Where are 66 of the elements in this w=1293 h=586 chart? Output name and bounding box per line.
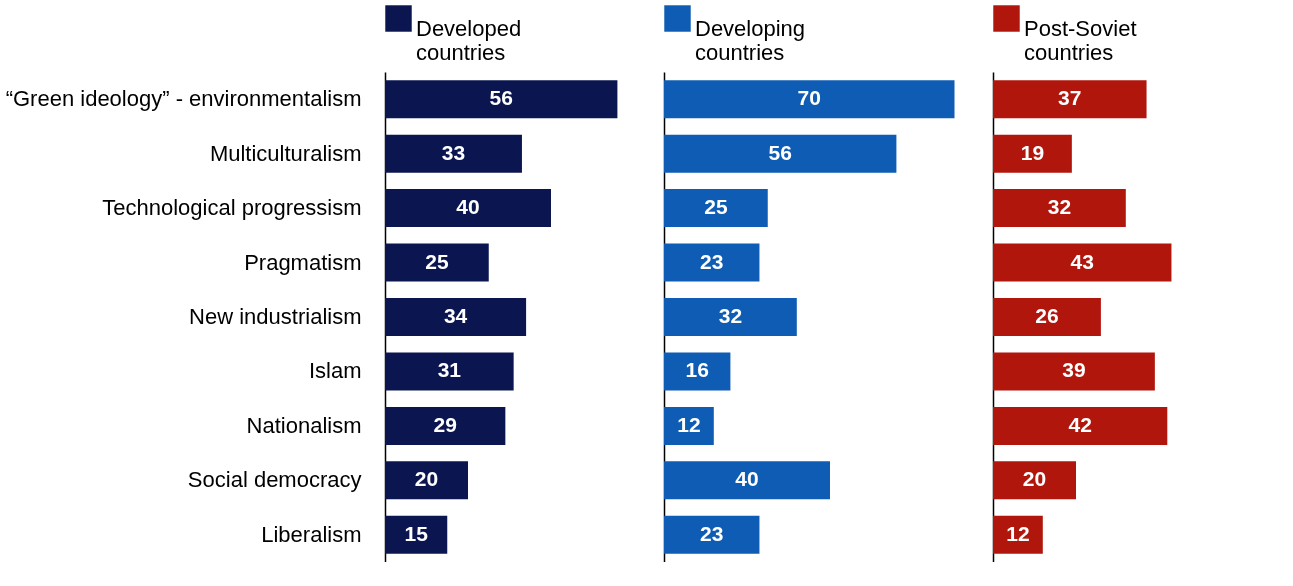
y-tick-label: “Green ideology” - environmentalism	[5, 86, 362, 112]
bar	[385, 515, 448, 554]
legend-label: Developing countries	[695, 15, 806, 65]
data-label: 20	[414, 467, 439, 491]
bar	[385, 352, 514, 391]
data-label: 56	[489, 86, 513, 110]
data-label: 32	[1047, 195, 1072, 219]
data-label: 16	[685, 358, 709, 382]
data-label: 12	[1006, 521, 1030, 545]
bar	[664, 352, 731, 391]
data-label: 33	[441, 140, 466, 164]
bar	[993, 406, 1168, 445]
y-tick-label: Social democracy	[187, 467, 362, 493]
data-label: 34	[443, 304, 468, 327]
data-label: 23	[700, 249, 724, 273]
legend-label: Post-Soviet countries	[1024, 15, 1137, 65]
data-label: 43	[1070, 249, 1094, 273]
y-tick-label: New industrialism	[189, 304, 362, 329]
bar	[385, 406, 506, 445]
bar	[385, 243, 489, 282]
data-label: 23	[700, 521, 724, 545]
bar	[993, 134, 1072, 173]
y-tick-label: Islam	[308, 358, 362, 384]
bar	[664, 189, 768, 228]
bar	[993, 243, 1172, 282]
data-label: 40	[735, 467, 759, 491]
data-label: 25	[704, 195, 728, 219]
legend-label: Developed countries	[416, 15, 522, 65]
bar	[385, 134, 522, 173]
data-label: 40	[456, 195, 480, 219]
data-label: 32	[718, 304, 743, 327]
data-label: 20	[1022, 467, 1047, 491]
data-label: 12	[677, 412, 701, 436]
bar	[664, 461, 830, 500]
data-label: 25	[425, 249, 449, 273]
bar	[385, 189, 551, 228]
data-label: 15	[404, 521, 429, 545]
bar	[993, 461, 1076, 500]
data-label: 37	[1058, 86, 1082, 110]
y-tick-label: Technological progressism	[102, 195, 362, 221]
bar	[664, 298, 797, 336]
y-tick-label: Pragmatism	[244, 249, 362, 275]
bar	[664, 515, 760, 554]
data-label: 26	[1035, 304, 1059, 327]
y-tick-label: Multiculturalism	[209, 140, 362, 166]
bar	[993, 189, 1126, 228]
bar	[664, 80, 955, 119]
bar	[993, 298, 1101, 336]
data-label: 31	[437, 358, 462, 382]
data-label: 29	[433, 412, 457, 436]
bar	[664, 243, 760, 282]
bar	[385, 461, 468, 500]
y-tick-label: Liberalism	[261, 521, 362, 547]
data-label: 19	[1020, 140, 1045, 164]
bar	[664, 406, 714, 445]
data-label: 39	[1062, 358, 1086, 382]
data-label: 42	[1068, 412, 1092, 436]
bar	[664, 134, 897, 173]
bar	[993, 352, 1155, 391]
y-tick-label: Nationalism	[246, 412, 362, 438]
bar	[385, 80, 618, 119]
bar	[993, 80, 1147, 119]
data-label: 56	[768, 140, 792, 164]
bar	[993, 515, 1043, 554]
bar	[385, 298, 527, 336]
data-label: 70	[797, 86, 821, 110]
